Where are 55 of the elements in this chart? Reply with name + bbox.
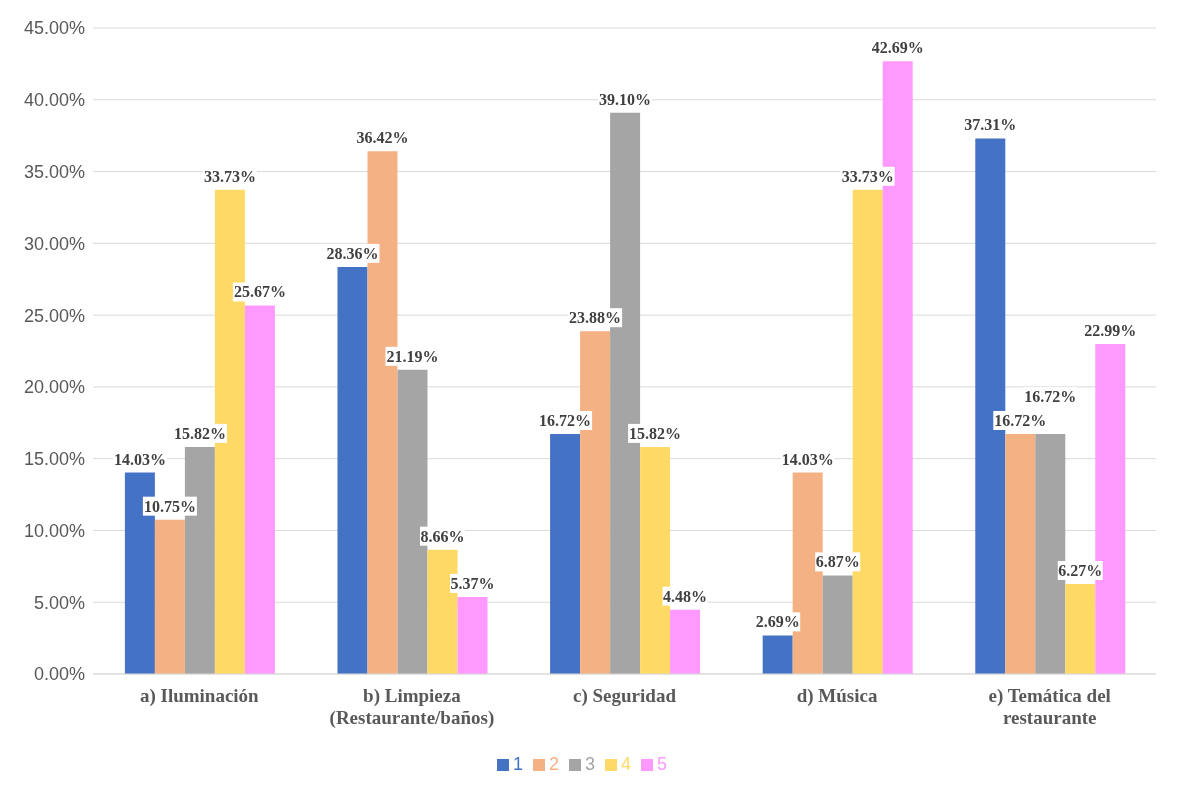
data-label: 15.82%: [629, 424, 682, 442]
legend-label: 2: [548, 754, 559, 774]
data-label: 37.31%: [964, 116, 1017, 134]
data-label: 10.75%: [143, 497, 196, 515]
y-tick-label: 35.00%: [23, 161, 85, 182]
legend-label: 3: [584, 754, 595, 774]
data-label: 6.27%: [1058, 561, 1103, 579]
bar: [550, 433, 581, 674]
legend-label: 1: [512, 754, 523, 774]
y-tick-label: 10.00%: [23, 520, 85, 541]
data-label: 21.19%: [386, 347, 439, 365]
data-label: 16.72%: [1024, 387, 1077, 405]
y-tick-label: 0.00%: [33, 664, 85, 685]
bar: [457, 596, 488, 674]
data-label: 28.36%: [326, 244, 379, 262]
data-label: 14.03%: [113, 450, 166, 468]
x-tick-label: d) Música: [796, 685, 878, 707]
y-tick-label: 45.00%: [23, 18, 85, 39]
data-label: 16.72%: [994, 411, 1047, 429]
y-tick-label: 30.00%: [23, 233, 85, 254]
data-label: 36.42%: [356, 129, 409, 147]
data-label: 23.88%: [569, 309, 622, 327]
legend-label: 4: [621, 754, 632, 774]
x-tick-label: b) Limpieza (Restaurante/baños): [329, 685, 495, 729]
legend-label: 5: [657, 754, 668, 774]
bar: [670, 609, 701, 674]
y-tick-label: 25.00%: [23, 305, 85, 326]
data-label: 15.82%: [173, 424, 226, 442]
x-tick-label: e) Temática del restaurante: [988, 685, 1111, 728]
data-label: 42.69%: [871, 39, 924, 57]
bar: [762, 635, 793, 674]
bar: [337, 266, 368, 674]
y-tick-label: 20.00%: [23, 377, 85, 398]
data-label: 33.73%: [203, 167, 256, 185]
bar: [822, 575, 853, 674]
y-tick-label: 5.00%: [33, 592, 85, 613]
data-label: 16.72%: [539, 411, 592, 429]
bar: [244, 305, 275, 674]
y-tick-label: 40.00%: [23, 90, 85, 111]
data-label: 6.87%: [815, 553, 860, 571]
data-label: 5.37%: [450, 574, 495, 592]
data-label: 8.66%: [420, 527, 465, 545]
x-tick-label: c) Seguridad: [573, 685, 677, 707]
data-label: 22.99%: [1084, 321, 1137, 339]
bar: [154, 519, 185, 674]
y-tick-label: 15.00%: [23, 449, 85, 470]
bar: [1005, 433, 1036, 674]
x-tick-label: a) Iluminación: [139, 685, 260, 707]
data-label: 39.10%: [599, 90, 652, 108]
data-label: 33.73%: [841, 167, 894, 185]
data-label: 25.67%: [233, 283, 286, 301]
data-label: 2.69%: [755, 613, 800, 631]
data-label: 4.48%: [663, 587, 708, 605]
bar: [1065, 583, 1096, 674]
data-label: 14.03%: [781, 450, 834, 468]
